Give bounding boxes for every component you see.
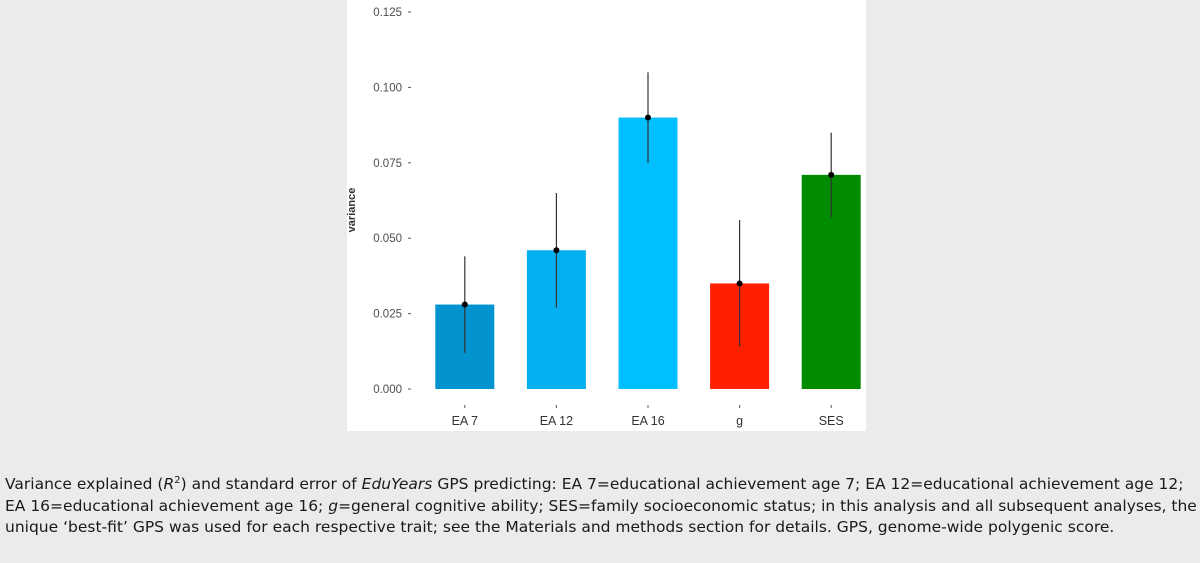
caption-text: ) and standard error of: [180, 475, 362, 493]
y-axis-label: variance: [347, 188, 358, 233]
y-tick-label: 0.075: [373, 158, 402, 170]
y-tick-label: 0.100: [373, 82, 402, 94]
value-point: [553, 247, 560, 254]
y-axis: 0.000 0.025 0.050 0.075 0.100 0.125: [373, 7, 411, 396]
x-tick-label: EA 12: [540, 414, 573, 428]
x-tick-label: EA 7: [452, 414, 478, 428]
caption-text: Variance explained (: [5, 475, 164, 493]
caption-emphasis: g: [328, 496, 339, 515]
bars: [435, 72, 861, 389]
y-tick-label: 0.000: [373, 384, 402, 396]
y-tick-label: 0.050: [373, 233, 402, 245]
x-axis: EA 7 EA 12 EA 16 g SES: [452, 405, 844, 428]
value-point: [645, 114, 651, 121]
y-tick-label: 0.125: [373, 7, 402, 19]
caption-text: =general cognitive ability; SES=family s…: [5, 496, 1197, 537]
value-point: [461, 301, 468, 308]
value-point: [736, 280, 743, 287]
y-tick-label: 0.025: [373, 309, 402, 321]
x-tick-label: EA 16: [631, 414, 664, 428]
figure-caption: Variance explained (R2) and standard err…: [5, 474, 1197, 539]
x-tick-label: SES: [819, 414, 844, 428]
caption-emphasis: EduYears: [361, 475, 433, 493]
x-tick-label: g: [736, 414, 743, 428]
caption-superscript: 2: [174, 474, 181, 486]
value-point: [828, 171, 835, 178]
chart-panel: variance 0.000 0.025 0.050 0.075 0.100 0.125 …: [347, 0, 866, 431]
caption-r-symbol: R: [163, 475, 175, 493]
bar-chart: variance 0.0000.0250.0500.0750.1000.125 …: [347, 7, 861, 428]
caption-text: GPS predicting: EA 7=educational achieve…: [5, 475, 1184, 515]
